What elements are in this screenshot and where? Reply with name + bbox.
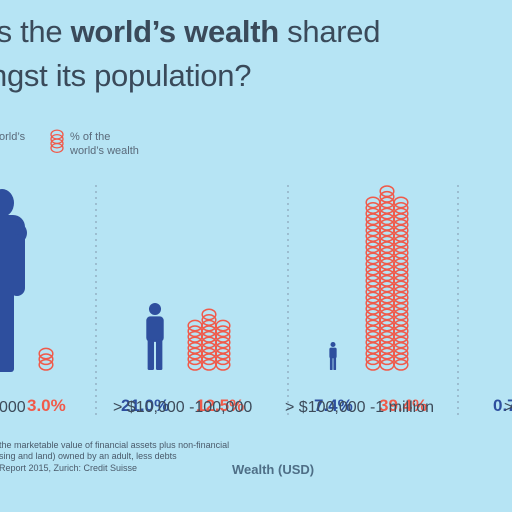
- wealth-percent-2: 12.5%: [196, 396, 245, 415]
- legend-population-label: orld’s: [0, 131, 26, 143]
- wealth-percent-3: 39.4%: [379, 396, 428, 415]
- wealth-coins-2c: [215, 319, 231, 371]
- population-icon-2: [146, 303, 164, 370]
- category-label-2: > $10,000 -100,000: [113, 399, 253, 416]
- population-icon-3: [329, 342, 337, 370]
- wealth-coins-1: [38, 347, 54, 371]
- population-percent-3: 7.4%: [314, 396, 353, 415]
- legend-wealth-label: % of the world’s wealth: [70, 131, 139, 157]
- population-percent-4: 0.7: [493, 396, 512, 415]
- footnote-line3: Report 2015, Zurich: Credit Suisse: [0, 463, 138, 473]
- chart-title-line2: ngst its population?: [0, 58, 252, 93]
- category-label-1: 000: [0, 399, 26, 416]
- footnote-line1: the marketable value of financial assets…: [0, 440, 230, 450]
- population-percent-2: 21.0%: [121, 396, 170, 415]
- population-icon-1: [0, 189, 27, 372]
- wealth-coins-3c: [393, 196, 409, 371]
- category-label-4: >: [504, 399, 512, 416]
- x-axis-label: Wealth (USD): [232, 462, 315, 477]
- chart-title-line1: is the world’s wealth shared: [0, 14, 381, 49]
- category-label-3: > $100,000 -1 million: [285, 399, 434, 416]
- wealth-percent-1: 3.0%: [27, 396, 66, 415]
- footnote-line2: sing and land) owned by an adult, less d…: [0, 451, 177, 461]
- legend-wealth-icon: [50, 129, 64, 154]
